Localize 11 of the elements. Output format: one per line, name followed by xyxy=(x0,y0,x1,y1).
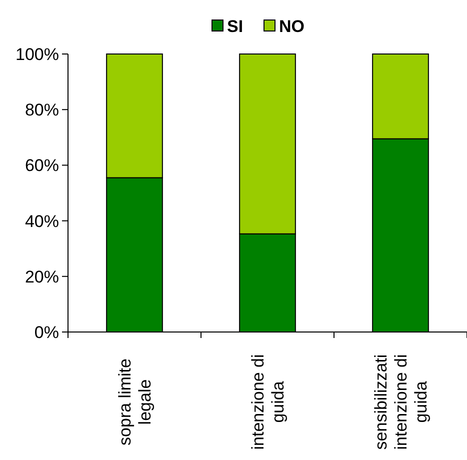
y-tick-label: 80% xyxy=(24,100,59,120)
y-tick-label: 60% xyxy=(24,156,59,176)
y-tick-label: 40% xyxy=(24,212,59,231)
x-tick-label: sensibilizzati intenzione di guida xyxy=(371,354,430,450)
y-tick-label: 0% xyxy=(34,322,59,342)
y-tick-label: 100% xyxy=(16,44,59,64)
legend-label: NO xyxy=(279,16,304,36)
legend-label: SI xyxy=(227,16,244,36)
x-tick-label: sopra limite legale xyxy=(115,358,154,446)
y-tick-label: 20% xyxy=(24,267,59,286)
x-tick-label: intenzione di guida xyxy=(248,354,288,450)
